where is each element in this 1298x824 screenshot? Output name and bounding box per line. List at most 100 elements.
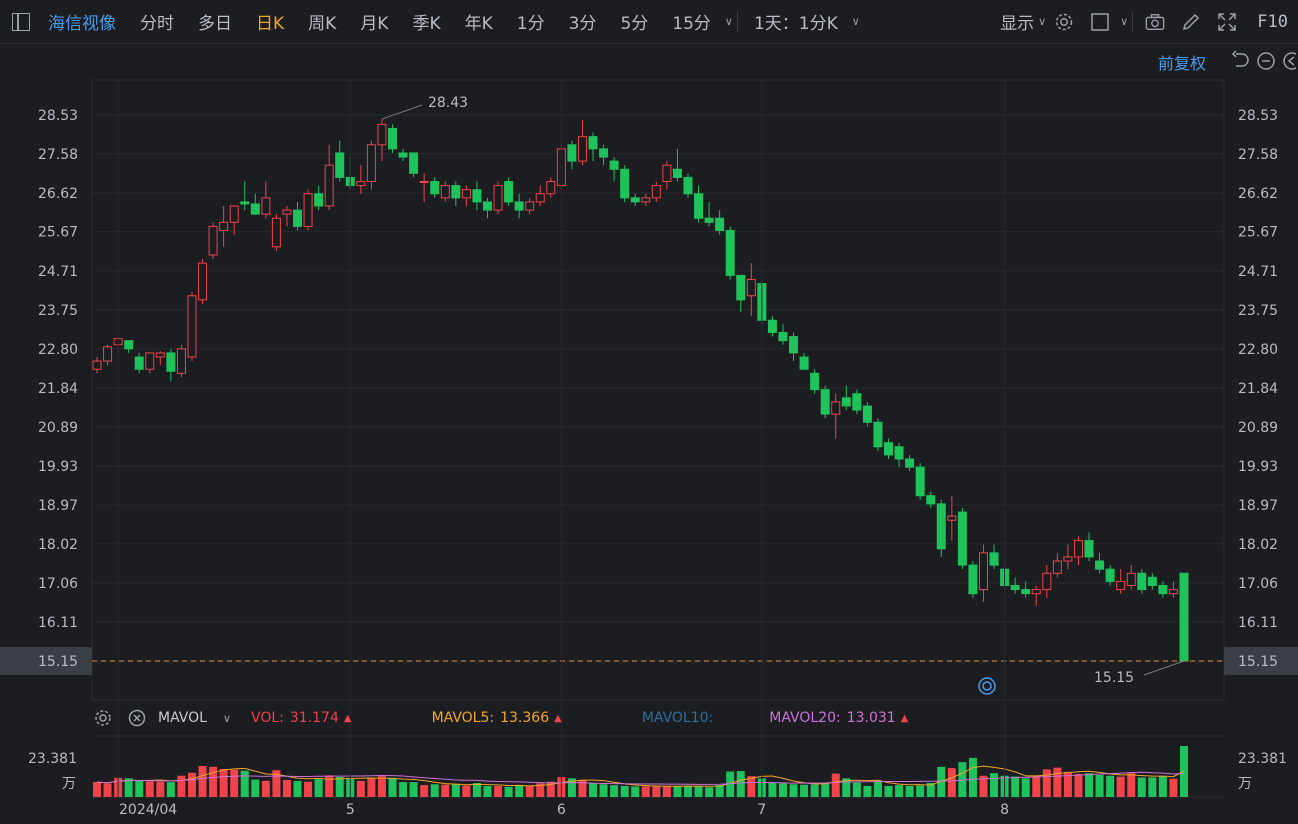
arrow-left-icon[interactable] — [1282, 50, 1296, 72]
gear-icon[interactable] — [1054, 12, 1074, 32]
candle-body — [884, 442, 894, 456]
up-arrow-icon: ▲ — [343, 712, 352, 724]
volume-bar — [715, 785, 724, 797]
period-tab[interactable]: 月K — [360, 14, 389, 34]
candle-body — [767, 319, 777, 334]
volume-bar — [821, 782, 830, 797]
candle-body — [493, 185, 503, 211]
candle-body — [440, 185, 450, 199]
volume-bar — [251, 779, 260, 797]
period-tab[interactable]: 1分 — [516, 14, 545, 34]
candlestick-chart[interactable]: 28.53 28.53 27.58 27.58 26.62 26.62 25.67 25.67… — [0, 44, 1298, 824]
interval-select[interactable]: 1天：1分K — [753, 14, 838, 34]
candle-body — [1095, 560, 1105, 570]
volume-axis-label: 23.381 — [1238, 751, 1287, 767]
volume-bar — [1085, 773, 1094, 797]
candle-body — [947, 515, 957, 521]
candle-body — [736, 274, 746, 301]
period-tab[interactable]: 日K — [256, 14, 285, 34]
volume-bar — [926, 782, 935, 797]
candle-body — [387, 127, 397, 150]
volume-bar — [1063, 771, 1072, 797]
volume-bar — [979, 775, 988, 797]
volume-bar — [261, 780, 270, 797]
candle-body — [683, 176, 693, 195]
candle-body — [778, 332, 788, 342]
gear-icon[interactable] — [94, 709, 112, 727]
plot-frame — [91, 79, 1225, 701]
candle-body — [366, 144, 376, 183]
period-tabs: 分时 多日 日K 周K 月K 季K 年K 1分 3分 5分 15分 — [128, 9, 723, 34]
pencil-icon[interactable] — [1181, 12, 1201, 32]
display-menu[interactable]: 显示 — [1000, 14, 1035, 34]
volume-bar — [525, 785, 534, 797]
volume-bar — [124, 778, 133, 797]
period-tab[interactable]: 多日 — [198, 14, 232, 34]
period-tab[interactable]: 周K — [308, 14, 337, 34]
candle-body — [1031, 589, 1041, 595]
volume-axis-unit: 万 — [62, 776, 76, 792]
volume-bar — [1116, 776, 1125, 797]
candle-body — [651, 185, 661, 199]
chevron-down-icon[interactable]: ∨ — [222, 711, 231, 725]
candle-body — [482, 201, 492, 211]
y-tick-label: 25.67 — [38, 225, 78, 241]
y-tick-label: 16.11 — [1238, 615, 1278, 631]
candle-body — [377, 123, 387, 146]
volume-bar — [1042, 769, 1051, 797]
adjust-mode-button[interactable]: 前复权 — [1158, 54, 1207, 73]
low-price-label: 15.15 — [1094, 670, 1134, 686]
indicator-name[interactable]: MAVOL — [158, 710, 207, 726]
candle-body — [430, 181, 440, 195]
candle-body — [303, 193, 313, 227]
square-icon[interactable] — [1090, 12, 1110, 32]
volume-bar — [895, 785, 904, 797]
undo-icon[interactable] — [1230, 50, 1250, 72]
candle-body — [240, 201, 250, 205]
candle-body — [155, 352, 165, 358]
f10-button[interactable]: F10 — [1257, 11, 1288, 32]
volume-bar — [968, 757, 977, 797]
y-tick-label: 20.89 — [1238, 420, 1278, 436]
mavol-line — [96, 771, 1185, 785]
candle-body — [978, 552, 988, 591]
volume-bar — [272, 770, 281, 797]
close-icon[interactable] — [128, 709, 146, 727]
candle-body — [1063, 556, 1073, 562]
y-tick-label: 18.02 — [1238, 537, 1278, 553]
period-tab[interactable]: 3分 — [568, 14, 597, 34]
volume-bar — [367, 778, 376, 797]
volume-bar — [103, 783, 112, 797]
candle-body — [472, 189, 482, 203]
fullscreen-icon[interactable] — [1217, 12, 1237, 32]
volume-bar — [1074, 774, 1083, 797]
volume-bar — [166, 782, 175, 797]
chevron-down-icon[interactable]: ∨ — [851, 15, 860, 28]
camera-icon[interactable] — [1145, 12, 1165, 32]
candle-body — [261, 197, 271, 215]
chevron-down-icon[interactable]: ∨ — [1038, 15, 1047, 28]
candle-body — [588, 136, 598, 150]
sidebar-toggle-icon[interactable] — [12, 12, 30, 31]
candle-body — [145, 352, 155, 370]
candle-body — [630, 197, 640, 203]
volume-bar — [209, 766, 218, 797]
volume-bar — [304, 781, 313, 797]
y-tick-label: 20.89 — [38, 420, 78, 436]
period-tab[interactable]: 5分 — [620, 14, 649, 34]
period-tab[interactable]: 分时 — [140, 14, 174, 34]
period-tab[interactable]: 年K — [464, 14, 493, 34]
chevron-down-icon[interactable]: ∨ — [1120, 15, 1129, 28]
candle-body — [810, 372, 820, 391]
period-tab[interactable]: 季K — [412, 14, 441, 34]
stock-name[interactable]: 海信视像 — [48, 14, 116, 34]
zoom-out-icon[interactable] — [1256, 50, 1276, 72]
period-tab[interactable]: 15分 — [672, 14, 711, 34]
y-tick-label: 18.02 — [38, 537, 78, 553]
candle-body — [535, 193, 545, 203]
candle-body — [862, 405, 872, 423]
x-tick-label: 8 — [1000, 802, 1009, 818]
volume-bar — [187, 772, 196, 797]
volume-bar — [377, 776, 386, 797]
chevron-down-icon[interactable]: ∨ — [724, 15, 733, 28]
